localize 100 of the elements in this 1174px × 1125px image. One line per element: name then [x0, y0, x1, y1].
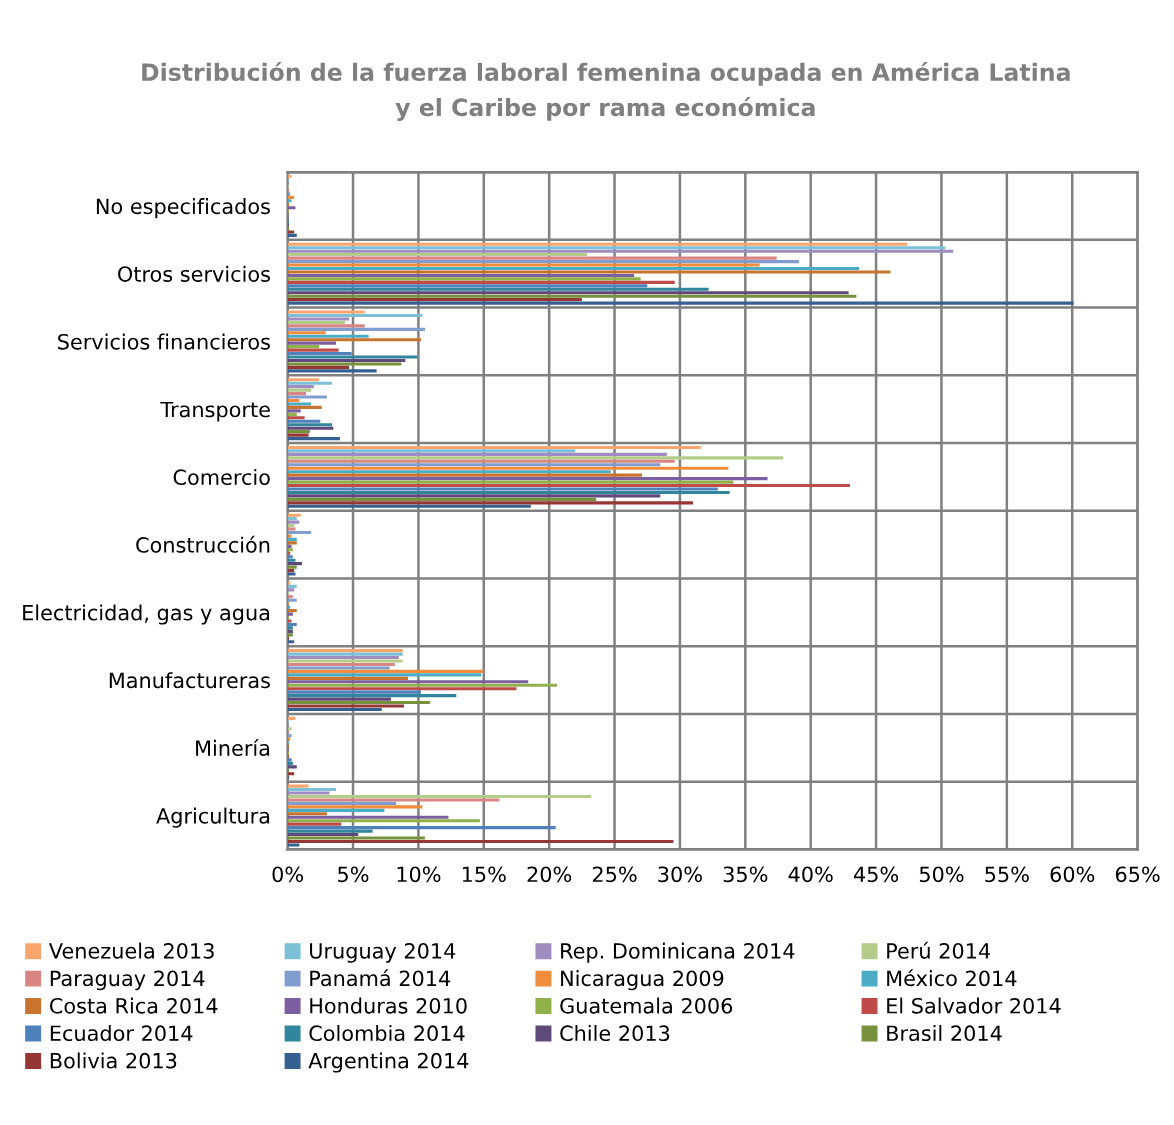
- bar: [287, 839, 674, 844]
- bar: [287, 412, 297, 416]
- y-tick-label: Minería: [196, 739, 270, 756]
- bar: [287, 541, 297, 545]
- bar: [287, 544, 292, 548]
- bar: [287, 609, 297, 613]
- legend-label: Brasil 2014: [887, 1024, 1002, 1042]
- x-tick-label: 45%: [853, 866, 899, 883]
- bar: [287, 534, 292, 538]
- bar: [287, 819, 480, 823]
- x-tick-label: 55%: [985, 866, 1029, 883]
- bar: [287, 470, 611, 474]
- bar: [287, 320, 346, 324]
- bar: [287, 280, 675, 284]
- x-tick-label: 5%: [338, 866, 369, 883]
- bar: [287, 437, 340, 441]
- legend-label: Bolivia 2013: [50, 1052, 177, 1069]
- x-tick-label: 60%: [1050, 866, 1095, 883]
- bar: [287, 707, 382, 712]
- bar: [287, 291, 849, 295]
- bar: [287, 490, 730, 495]
- bar: [287, 263, 760, 267]
- bar: [287, 494, 661, 498]
- x-tick-label: 30%: [658, 866, 702, 883]
- bar: [287, 537, 297, 541]
- bar: [287, 362, 402, 366]
- x-tick-label: 50%: [919, 866, 964, 883]
- y-tick-label: Transporte: [160, 401, 270, 422]
- legend-label: El Salvador 2014: [887, 997, 1061, 1014]
- bar: [287, 791, 330, 795]
- legend-label: Rep. Dominicana 2014: [561, 942, 795, 963]
- legend-label: Nicaragua 2009: [561, 970, 724, 991]
- y-tick-label: No especificados: [96, 198, 270, 219]
- bar: [287, 287, 709, 291]
- bar: [287, 355, 418, 359]
- y-tick-label: Manufactureras: [109, 672, 270, 689]
- legend-label: Ecuador 2014: [50, 1024, 193, 1042]
- bar: [287, 683, 558, 687]
- x-tick-label: 40%: [788, 866, 833, 883]
- bar: [287, 765, 297, 769]
- bar: [287, 419, 321, 423]
- bar: [287, 452, 667, 456]
- bar: [287, 253, 588, 257]
- y-tick-label: Agricultura: [156, 807, 270, 828]
- bar: [287, 640, 295, 644]
- bar: [287, 381, 333, 385]
- bar: [287, 242, 908, 246]
- bar: [287, 466, 729, 470]
- legend-label: Uruguay 2014: [310, 942, 456, 963]
- bar: [287, 277, 641, 281]
- bar: [287, 473, 642, 477]
- bar: [287, 801, 397, 805]
- bar: [287, 598, 297, 602]
- bar: [287, 662, 395, 667]
- bar: [287, 409, 301, 413]
- bar: [287, 463, 661, 467]
- bar: [287, 822, 342, 826]
- bar: [287, 348, 339, 352]
- bar: [287, 794, 592, 799]
- bar: [287, 659, 403, 663]
- bar: [287, 477, 768, 481]
- x-tick-label: 20%: [527, 866, 572, 883]
- bar: [287, 480, 734, 484]
- bar: [287, 459, 675, 463]
- y-tick-label: Otros servicios: [118, 265, 270, 282]
- legend-label: Argentina 2014: [308, 1052, 469, 1073]
- bar: [287, 365, 350, 369]
- bar: [287, 369, 377, 373]
- bar: [287, 284, 648, 288]
- bar: [287, 812, 327, 816]
- bar: [287, 832, 359, 837]
- legend-label: Venezuela 2013: [48, 942, 214, 959]
- legend-label: Perú 2014: [887, 941, 991, 959]
- y-tick-label: Electricidad, gas y agua: [23, 604, 270, 625]
- y-tick-label: Construcción: [136, 535, 270, 553]
- chart-title: Distribución de la fuerza laboral femenina ocupada en América Latina y el Caribe por rama económica: [142, 61, 1070, 121]
- legend-label: Costa Rica 2014: [49, 997, 218, 1014]
- bar: [287, 358, 406, 363]
- x-tick-label: 25%: [592, 866, 637, 883]
- bar: [287, 504, 531, 508]
- bar: [287, 669, 484, 673]
- bar: [287, 301, 1074, 305]
- bar: [287, 694, 457, 698]
- bar: [287, 327, 425, 331]
- bar: [287, 805, 423, 809]
- bar: [287, 676, 408, 680]
- legend-label: Guatemala 2006: [560, 997, 733, 1014]
- bar: [287, 298, 582, 302]
- bar: [287, 808, 385, 812]
- legend-label: Panamá 2014: [310, 969, 451, 987]
- bar: [287, 595, 293, 599]
- bar: [287, 787, 337, 792]
- bar: [287, 584, 297, 588]
- bar: [287, 395, 327, 399]
- bar: [287, 246, 946, 250]
- bar: [287, 704, 405, 708]
- bar: [287, 456, 784, 460]
- x-tick-label: 65%: [1115, 866, 1160, 883]
- y-tick-label: Servicios financieros: [58, 333, 270, 350]
- bar: [287, 416, 305, 420]
